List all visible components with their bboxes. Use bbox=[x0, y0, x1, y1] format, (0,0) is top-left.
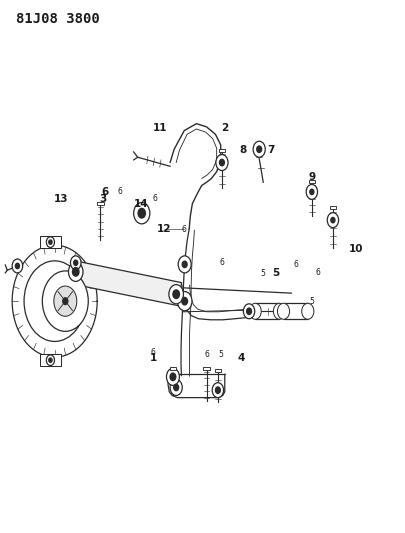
Text: 6: 6 bbox=[293, 261, 298, 269]
Circle shape bbox=[247, 308, 252, 314]
Text: 5: 5 bbox=[309, 297, 314, 305]
Circle shape bbox=[47, 355, 54, 366]
Circle shape bbox=[182, 261, 187, 268]
Circle shape bbox=[134, 203, 150, 224]
Text: 6: 6 bbox=[220, 258, 224, 266]
Text: 81J08 3800: 81J08 3800 bbox=[16, 12, 100, 26]
Text: 6: 6 bbox=[315, 269, 320, 277]
Text: 10: 10 bbox=[349, 244, 364, 254]
Circle shape bbox=[47, 237, 54, 247]
Circle shape bbox=[12, 259, 23, 273]
Circle shape bbox=[173, 290, 179, 298]
Circle shape bbox=[243, 304, 255, 319]
Circle shape bbox=[257, 146, 262, 152]
Text: 12: 12 bbox=[157, 224, 171, 234]
Circle shape bbox=[174, 384, 179, 391]
Circle shape bbox=[49, 358, 52, 362]
Polygon shape bbox=[40, 354, 61, 366]
Circle shape bbox=[72, 268, 79, 276]
Circle shape bbox=[70, 256, 81, 270]
Circle shape bbox=[49, 240, 52, 244]
Circle shape bbox=[43, 271, 88, 332]
Circle shape bbox=[277, 303, 290, 319]
Text: 7: 7 bbox=[268, 146, 275, 155]
Circle shape bbox=[63, 298, 68, 304]
Circle shape bbox=[24, 261, 85, 342]
Circle shape bbox=[182, 297, 188, 305]
Circle shape bbox=[68, 262, 83, 281]
Polygon shape bbox=[70, 260, 181, 306]
Circle shape bbox=[327, 213, 339, 228]
Circle shape bbox=[310, 189, 314, 195]
Bar bbox=[219, 149, 225, 152]
Text: 5: 5 bbox=[218, 350, 223, 359]
Bar bbox=[309, 180, 315, 183]
Text: 3: 3 bbox=[100, 194, 107, 204]
Circle shape bbox=[212, 383, 224, 398]
Text: 6: 6 bbox=[153, 194, 158, 203]
Text: 8: 8 bbox=[239, 146, 247, 155]
Text: 9: 9 bbox=[308, 172, 315, 182]
Circle shape bbox=[302, 303, 314, 319]
Bar bbox=[97, 202, 104, 205]
Circle shape bbox=[220, 159, 224, 166]
Circle shape bbox=[178, 256, 191, 273]
Circle shape bbox=[249, 303, 261, 319]
Bar bbox=[309, 308, 311, 315]
Text: 4: 4 bbox=[237, 353, 245, 363]
Circle shape bbox=[273, 303, 286, 319]
Text: 6: 6 bbox=[204, 350, 209, 359]
Circle shape bbox=[215, 387, 220, 393]
Text: 13: 13 bbox=[53, 194, 68, 204]
Text: 6: 6 bbox=[182, 225, 187, 233]
Circle shape bbox=[15, 263, 19, 269]
Circle shape bbox=[170, 379, 182, 395]
Polygon shape bbox=[40, 236, 61, 248]
Circle shape bbox=[138, 208, 145, 218]
Bar bbox=[330, 206, 336, 209]
Text: 6: 6 bbox=[102, 187, 109, 197]
Text: 5: 5 bbox=[272, 269, 279, 278]
Bar bbox=[203, 367, 210, 370]
Text: 5: 5 bbox=[261, 269, 266, 278]
Text: 14: 14 bbox=[134, 199, 148, 208]
Circle shape bbox=[216, 155, 228, 171]
Circle shape bbox=[54, 286, 77, 316]
Text: 6: 6 bbox=[151, 349, 156, 357]
Bar bbox=[255, 303, 279, 319]
Circle shape bbox=[74, 260, 78, 265]
Circle shape bbox=[170, 373, 176, 381]
Circle shape bbox=[331, 217, 335, 223]
Circle shape bbox=[177, 292, 192, 311]
Text: 1: 1 bbox=[149, 353, 157, 363]
Circle shape bbox=[166, 368, 179, 385]
Bar bbox=[215, 369, 221, 372]
Circle shape bbox=[169, 285, 183, 304]
Text: 6: 6 bbox=[117, 188, 122, 196]
Text: 11: 11 bbox=[153, 123, 167, 133]
Text: 2: 2 bbox=[221, 123, 228, 133]
Circle shape bbox=[253, 141, 265, 157]
Circle shape bbox=[306, 184, 318, 199]
Bar bbox=[170, 367, 176, 370]
Bar bbox=[284, 303, 308, 319]
